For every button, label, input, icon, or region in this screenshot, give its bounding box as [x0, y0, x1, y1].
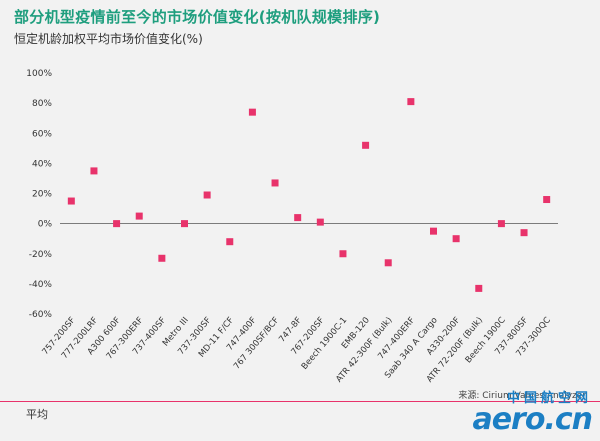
- data-points: [67, 98, 551, 292]
- chart-title: 部分机型疫情前至今的市场价值变化(按机队规模排序): [14, 8, 381, 26]
- chart-subtitle: 恒定机龄加权平均市场价值变化(%): [14, 32, 203, 46]
- y-tick-label: -40%: [29, 280, 53, 290]
- data-point: [520, 229, 528, 237]
- watermark-cn: 中国航空网: [506, 391, 592, 406]
- footer-divider: [0, 401, 600, 402]
- data-point: [497, 220, 505, 228]
- data-point: [181, 220, 188, 228]
- data-point: [339, 250, 347, 258]
- footer-label: 平均: [26, 408, 48, 421]
- data-point: [67, 197, 75, 205]
- data-point: [294, 214, 302, 222]
- y-tick-label: 20%: [32, 190, 52, 200]
- source-note: 来源: Cirium Values Analyzer: [458, 391, 586, 401]
- y-tick-label: -60%: [29, 310, 53, 320]
- data-point: [248, 108, 256, 116]
- data-point: [543, 196, 551, 204]
- watermark-en: aero.cn: [472, 402, 593, 437]
- y-tick-label: -20%: [29, 250, 53, 260]
- y-tick-label: 100%: [26, 69, 52, 79]
- y-tick-label: 80%: [32, 99, 52, 109]
- data-point: [113, 220, 121, 228]
- data-point: [430, 227, 437, 235]
- data-point: [384, 259, 392, 267]
- data-point: [271, 179, 279, 187]
- data-point: [407, 98, 415, 106]
- data-point: [362, 141, 370, 149]
- aero-cn-watermark: 中国航空网 aero.cn: [472, 391, 593, 437]
- data-point: [316, 218, 324, 226]
- y-tick-label: 40%: [32, 159, 52, 169]
- data-point: [135, 212, 143, 220]
- data-point: [452, 235, 460, 243]
- data-point: [90, 167, 98, 175]
- data-point: [475, 284, 483, 292]
- scatter-chart: 100% 80% 60% 40% 20% 0% -20% -40% -60% 757-200SF…: [26, 69, 558, 385]
- y-axis: 100% 80% 60% 40% 20% 0% -20% -40% -60%: [26, 69, 558, 320]
- y-tick-label: 0%: [38, 220, 53, 230]
- y-tick-label: 60%: [32, 129, 52, 139]
- data-point: [203, 191, 211, 199]
- data-point: [158, 254, 166, 262]
- data-point: [226, 238, 234, 246]
